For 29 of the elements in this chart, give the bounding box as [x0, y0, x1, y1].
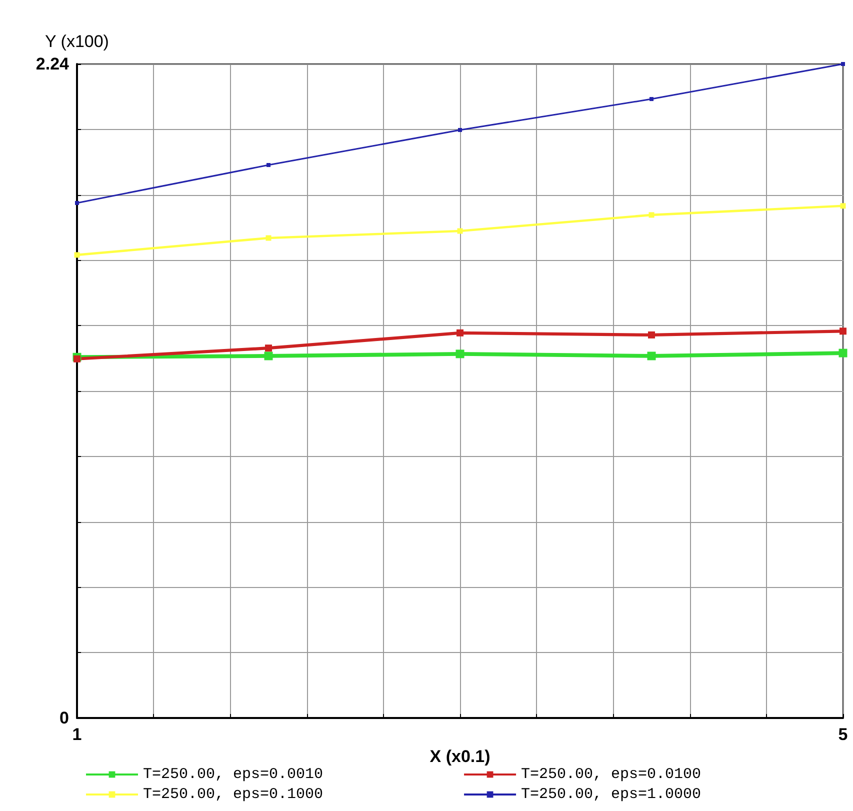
- legend-label: T=250.00, eps=0.0100: [521, 766, 702, 783]
- point: [266, 163, 270, 168]
- point: [74, 355, 80, 362]
- x-axis-title: X (x0.1): [430, 746, 490, 766]
- legend-label: T=250.00, eps=1.0000: [521, 786, 702, 803]
- y-axis-title: Y (x100): [45, 32, 109, 51]
- point: [457, 228, 463, 234]
- legend-label: T=250.00, eps=0.1000: [143, 786, 324, 803]
- point: [458, 128, 462, 132]
- point: [647, 352, 656, 360]
- point: [456, 329, 464, 336]
- x-tick-label: 5: [838, 725, 848, 744]
- point: [264, 352, 273, 360]
- point: [265, 344, 272, 352]
- x-tick-label: 1: [72, 725, 82, 744]
- y-tick-label: 2.24: [36, 54, 70, 74]
- point: [840, 328, 846, 335]
- point: [841, 62, 845, 66]
- point: [266, 235, 272, 241]
- point: [75, 200, 79, 205]
- point: [74, 252, 80, 258]
- legend-label: T=250.00, eps=0.0010: [143, 766, 324, 783]
- point: [650, 97, 654, 102]
- point: [456, 350, 464, 358]
- y-tick-label: 0: [60, 708, 69, 728]
- point: [648, 331, 655, 338]
- point: [840, 203, 846, 209]
- point: [648, 212, 654, 218]
- point: [838, 348, 848, 358]
